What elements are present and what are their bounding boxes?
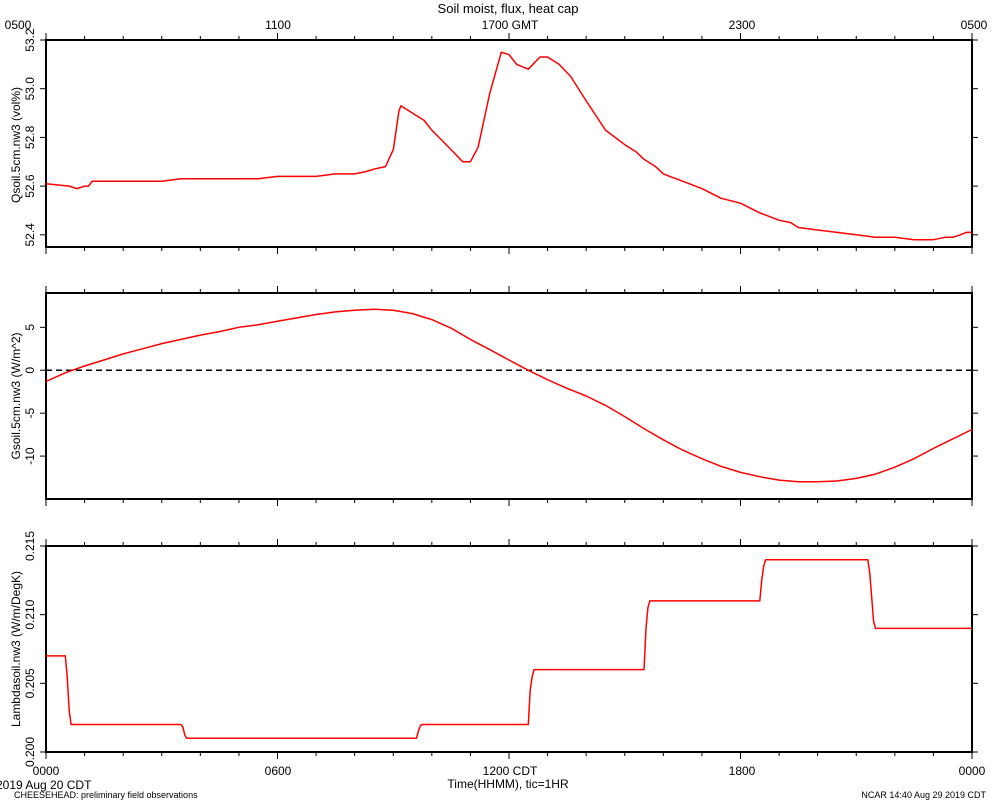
y-tick-label: -10: [23, 447, 37, 465]
top-axis-tick-label: 1100: [265, 18, 291, 32]
y-axis-label: Gsoil.5cm.nw3 (W/m^2): [9, 333, 23, 460]
y-tick-label: 5: [23, 324, 37, 331]
y-tick-label: 53.0: [23, 77, 37, 101]
y-axis-label: Qsoil.5cm.nw3 (vol%): [9, 87, 23, 203]
series-line: [46, 558, 972, 740]
chart-panel: 52.4 52.6 52.8 53.0 53.2 Qsoil.5cm.nw3 (vol%): [9, 28, 978, 254]
top-axis-tick-label: 2300: [729, 18, 756, 32]
bottom-axis-tick-label: 1200 CDT: [483, 764, 538, 778]
series-line: [45, 308, 973, 483]
top-axis-tick-label: 0500: [5, 18, 32, 32]
y-tick-label: 52.4: [23, 223, 37, 247]
y-tick-label: 0.200: [23, 737, 37, 767]
y-tick-label: 0.210: [23, 599, 37, 629]
y-tick-label: 52.6: [23, 174, 37, 198]
top-axis-tick-label: 1700 GMT: [482, 18, 539, 32]
y-tick-label: 0.205: [23, 668, 37, 698]
source-label: CHEESEHEAD: preliminary field observatio…: [14, 790, 198, 800]
chart-panels: 52.4 52.6 52.8 53.0 53.2 Qsoil.5cm.nw3 (vol%)…: [9, 28, 978, 767]
ncar-label: NCAR 14:40 Aug 29 2019 CDT: [861, 790, 986, 800]
x-axis-label: Time(HHMM), tic=1HR: [447, 777, 569, 791]
bottom-axis-tick-label: 1800: [729, 764, 756, 778]
y-axis-label: Lambdasoil.nw3 (W/m/DegK): [9, 571, 23, 727]
plot-frame: [45, 292, 973, 500]
bottom-axis-tick-label: 0000: [959, 764, 986, 778]
y-tick-label: 0: [23, 367, 37, 374]
date-label: 2019 Aug 20 CDT: [0, 778, 92, 792]
plot-frame: [45, 39, 973, 248]
bottom-axis-tick-label: 0000: [33, 764, 60, 778]
y-tick-label: -5: [23, 408, 37, 419]
chart-title: Soil moist, flux, heat cap: [438, 1, 579, 16]
bottom-axis-tick-label: 0600: [265, 764, 292, 778]
y-tick-label: 0.215: [23, 531, 37, 561]
plot-frame: [45, 545, 973, 753]
y-tick-label: 52.8: [23, 125, 37, 149]
top-axis-tick-label: 0500: [961, 18, 988, 32]
y-tick-label: 53.2: [23, 28, 37, 52]
series-line: [45, 51, 972, 241]
